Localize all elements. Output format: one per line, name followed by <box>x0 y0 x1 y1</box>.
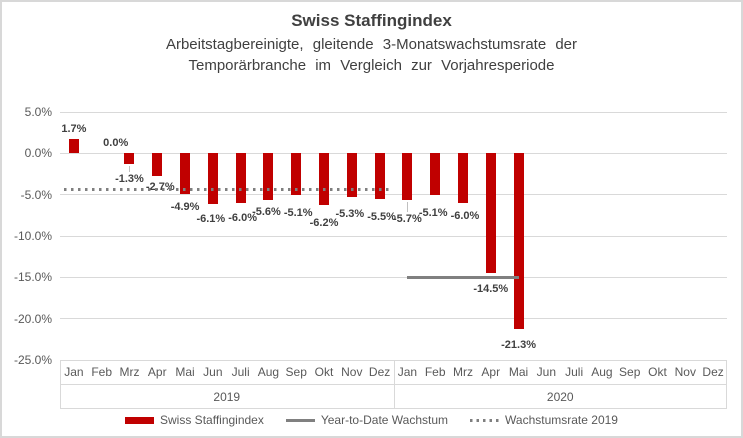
y-axis-tick-label: 0.0% <box>24 146 52 161</box>
x-axis-month-label: Dez <box>702 365 724 379</box>
data-label-apr-2020: -14.5% <box>473 283 509 296</box>
x-axis-month-label: Mrz <box>119 365 140 379</box>
bar-aug-2019 <box>263 153 274 200</box>
x-axis-month-label: Mai <box>175 365 195 379</box>
bar-mrz-2019 <box>124 153 135 165</box>
x-axis-month-label: Aug <box>591 365 613 379</box>
data-label-jan-2019: 1.7% <box>61 123 87 136</box>
x-axis-month-label: Juli <box>231 365 250 379</box>
x-axis-month-label: Aug <box>257 365 280 379</box>
bar-juli-2019 <box>235 153 246 203</box>
gridline <box>60 111 727 113</box>
gridline <box>60 235 727 237</box>
y-axis-tick-label: -5.0% <box>20 187 52 202</box>
gridline <box>60 318 727 320</box>
legend-label-swiss-staffingindex: Swiss Staffingindex <box>160 413 264 427</box>
x-axis-month-row-border <box>60 360 727 384</box>
x-axis-month-label: Okt <box>648 365 667 379</box>
y-axis-tick-label: -20.0% <box>13 311 52 326</box>
bar-dez-2019 <box>374 153 385 199</box>
data-label-sep-2019: -5.1% <box>283 207 313 220</box>
legend-label-wachstumsrate-2019: Wachstumsrate 2019 <box>505 413 618 427</box>
data-label-juli-2019: -6.0% <box>228 211 258 224</box>
y-axis-tick-label: -15.0% <box>13 270 52 285</box>
x-axis-month-label: Juli <box>565 365 584 379</box>
ytd-wachstum-line <box>407 275 519 279</box>
x-axis-month-label: Sep <box>619 365 641 379</box>
bar-nov-2019 <box>346 153 357 198</box>
x-axis-month-label: Mai <box>508 365 529 379</box>
x-axis-month-label: Feb <box>91 365 113 379</box>
x-axis-month-label: Apr <box>147 365 167 379</box>
x-axis-month-label: Okt <box>314 365 334 379</box>
bar-sep-2019 <box>291 153 302 196</box>
x-axis-month-label: Nov <box>674 365 696 379</box>
data-label-mai-2020: -21.3% <box>501 339 536 352</box>
bar-jan-2020 <box>402 153 413 201</box>
x-axis-month-label: Jun <box>536 365 557 379</box>
legend-item-swiss-staffingindex: Swiss Staffingindex <box>125 413 264 427</box>
legend-line-swatch <box>285 418 315 422</box>
data-label-mrz-2020: -6.0% <box>450 209 480 222</box>
x-axis-month-label: Jan <box>64 365 84 379</box>
data-label-mrz-2019: -1.3% <box>115 173 144 186</box>
x-axis-year-divider <box>393 360 395 409</box>
data-label-mai-2019: -4.9% <box>170 200 200 213</box>
label-leader-line <box>407 202 409 213</box>
x-axis-month-label: Jun <box>203 365 223 379</box>
x-axis-month-label: Nov <box>341 365 363 379</box>
data-label-nov-2019: -5.3% <box>335 208 365 221</box>
data-label-aug-2019: -5.6% <box>252 205 281 218</box>
x-axis-year-row-border <box>60 384 727 409</box>
chart-subtitle: Arbeitstagbereinigte, gleitende 3-Monats… <box>2 34 741 76</box>
data-label-feb-2020: -5.1% <box>418 207 448 220</box>
legend-bar-swatch <box>125 416 155 424</box>
legend-dotted-swatch <box>470 418 500 422</box>
x-axis-year-label: 2019 <box>213 389 241 404</box>
x-axis-month-label: Jan <box>397 365 418 379</box>
bar-mrz-2020 <box>457 153 468 203</box>
bar-okt-2019 <box>319 153 330 205</box>
data-label-dez-2019: -5.5% <box>367 210 396 223</box>
data-label-okt-2019: -6.2% <box>309 216 339 229</box>
x-axis-year-label: 2020 <box>546 389 574 404</box>
y-axis-tick-label: -10.0% <box>13 229 52 243</box>
bar-feb-2020 <box>430 153 441 196</box>
bar-jan-2019 <box>68 139 79 154</box>
data-label-feb-2019: 0.0% <box>103 137 129 150</box>
legend-item-ytd-wachstum: Year-to-Date Wachstum <box>285 413 449 427</box>
chart-subtitle-line2: Temporärbranche im Vergleich zur Vorjahr… <box>188 57 555 74</box>
gridline <box>60 152 727 154</box>
label-leader-line <box>129 166 131 173</box>
x-axis-month-label: Apr <box>481 365 501 379</box>
x-axis-month-label: Dez <box>368 365 391 379</box>
data-label-jun-2019: -6.1% <box>196 212 226 225</box>
chart-subtitle-line1: Arbeitstagbereinigte, gleitende 3-Monats… <box>165 36 578 53</box>
legend: Swiss Staffingindex Year-to-Date Wachstu… <box>2 413 741 427</box>
x-axis-month-label: Mrz <box>452 365 473 379</box>
data-label-apr-2019: -2.7% <box>145 180 175 193</box>
wachstumsrate-2019-line <box>63 188 390 192</box>
bar-mai-2019 <box>180 153 191 194</box>
bar-apr-2019 <box>152 153 163 176</box>
gridline <box>60 194 727 196</box>
bar-apr-2020 <box>485 153 496 274</box>
gridline <box>60 276 727 278</box>
x-axis-month-label: Feb <box>424 365 446 379</box>
data-label-jan-2020: -5.7% <box>393 213 422 226</box>
y-axis-tick-label: -25.0% <box>13 353 52 367</box>
legend-item-wachstumsrate-2019: Wachstumsrate 2019 <box>470 413 618 427</box>
x-axis-month-label: Sep <box>285 365 307 379</box>
y-axis-tick-label: 5.0% <box>24 105 52 119</box>
bar-jun-2019 <box>207 153 218 204</box>
chart-title: Swiss Staffingindex <box>291 11 452 30</box>
legend-label-ytd-wachstum: Year-to-Date Wachstum <box>320 413 449 427</box>
bar-mai-2020 <box>513 153 524 330</box>
